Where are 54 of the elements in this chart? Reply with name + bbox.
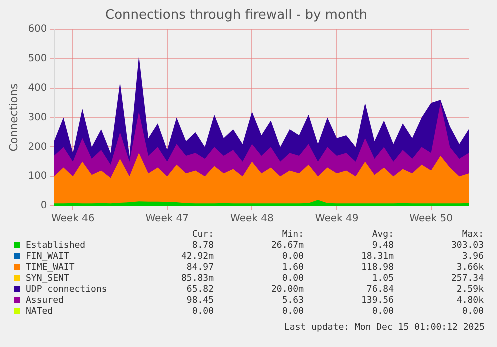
- text: 5.63: [281, 296, 304, 307]
- text: Avg:: [371, 230, 394, 241]
- y-tick-label: 200: [28, 142, 48, 153]
- legend-label: NATed: [25, 307, 54, 318]
- text: Last update: Mon Dec 15 01:00:12 2025: [284, 323, 485, 333]
- y-tick-label: 0: [40, 200, 48, 212]
- text: 85.83m: [180, 274, 214, 285]
- legend-label: Established: [25, 241, 87, 252]
- legend-label: Assured: [25, 296, 65, 307]
- x-tick-label: Week 49: [315, 214, 359, 225]
- text: 42.92m: [180, 252, 214, 263]
- legend-label: TIME_WAIT: [25, 263, 76, 274]
- x-tick-label: Week 50: [410, 214, 453, 225]
- text: 1.05: [371, 274, 394, 285]
- y-tick-label: 400: [28, 82, 48, 94]
- text: 20.00m: [270, 285, 304, 296]
- text: 3.66k: [456, 263, 484, 274]
- text: 84.97: [186, 263, 214, 274]
- text: 98.45: [186, 296, 214, 307]
- text: 118.98: [360, 263, 394, 274]
- legend-label: FIN_WAIT: [25, 252, 70, 263]
- legend-label: SYN_SENT: [25, 274, 70, 285]
- y-tick-label: 300: [28, 112, 48, 124]
- text: Max:: [461, 230, 484, 241]
- text: 65.82: [186, 285, 214, 296]
- text: 257.34: [450, 274, 484, 285]
- text: 1.60: [281, 263, 304, 274]
- x-tick-label: Week 46: [51, 214, 95, 225]
- x-tick-label: Week 48: [230, 214, 274, 225]
- text: 303.03: [450, 241, 484, 252]
- text: 0.00: [461, 307, 484, 318]
- text: 4.80k: [456, 296, 484, 307]
- text: 0.00: [371, 307, 394, 318]
- y-tick-label: 100: [28, 171, 48, 182]
- text: 26.67m: [270, 241, 304, 252]
- y-axis-title: Connections: [7, 84, 20, 152]
- text: 0.00: [281, 307, 304, 318]
- text: Min:: [281, 230, 304, 241]
- text: 76.84: [366, 285, 394, 296]
- text: 9.48: [371, 241, 394, 252]
- chart-title: Connections through firewall - by month: [106, 8, 368, 24]
- y-tick-label: 500: [28, 54, 48, 65]
- text: 3.96: [461, 252, 484, 263]
- text: 8.78: [191, 241, 214, 252]
- text: 0.00: [281, 252, 304, 263]
- text: 2.59k: [456, 285, 484, 296]
- text: 0.00: [281, 274, 304, 285]
- text: Cur:: [191, 230, 214, 241]
- text: 18.31m: [360, 252, 394, 263]
- legend-label: UDP connections: [25, 285, 108, 296]
- text: 139.56: [360, 296, 394, 307]
- x-tick-label: Week 47: [146, 214, 190, 225]
- y-tick-label: 600: [28, 24, 48, 36]
- text: 0.00: [191, 307, 214, 318]
